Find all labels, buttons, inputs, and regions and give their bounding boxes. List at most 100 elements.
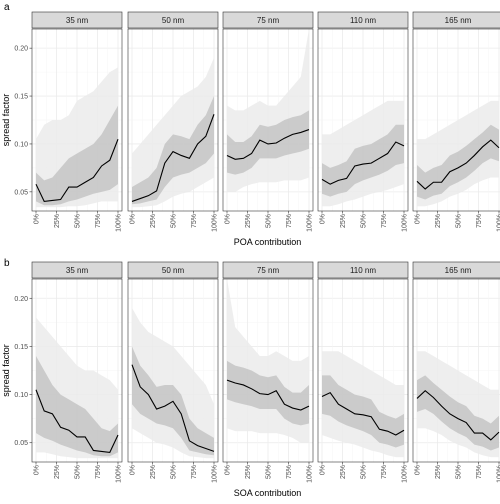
- facet-panel-165-nm: 165 nm 0% 25% 50% 75% 100%: [412, 261, 500, 483]
- median-line: [416, 139, 500, 190]
- facet-strip: [31, 261, 123, 279]
- facet-strip: [222, 11, 314, 29]
- median-line: [131, 114, 215, 202]
- y-axis-title: spread factor: [1, 344, 11, 397]
- y-tick-label: 0.10: [14, 392, 28, 399]
- x-tick-label: 75%: [286, 465, 293, 479]
- facet-strip: [412, 11, 500, 29]
- x-tick-label: 50%: [456, 214, 463, 228]
- x-tick-label: 0%: [415, 214, 422, 224]
- x-tick-label: 0%: [130, 465, 137, 475]
- y-axis-title: spread factor: [1, 94, 11, 147]
- median-line: [226, 129, 310, 160]
- y-tick-label: 0.20: [14, 46, 28, 53]
- x-tick-label: 0%: [320, 214, 327, 224]
- x-tick-label: 75%: [95, 465, 102, 479]
- facet-strip-label: 35 nm: [66, 16, 89, 25]
- x-tick-label: 100%: [497, 214, 500, 232]
- facet-strip-label: 50 nm: [162, 266, 185, 275]
- x-tick-label: 100%: [497, 465, 500, 483]
- x-axis-title: POA contribution: [234, 237, 302, 247]
- x-tick-label: 25%: [150, 214, 157, 228]
- inner-range-band: [36, 105, 118, 206]
- x-tick-label: 75%: [381, 465, 388, 479]
- x-tick-label: 75%: [95, 214, 102, 228]
- facet-panel-35-nm: 35 nm 0% 25% 50% 75% 100%: [29, 11, 123, 232]
- x-tick-label: 50%: [75, 465, 82, 479]
- facet-strip-label: 75 nm: [257, 16, 280, 25]
- median-line: [35, 389, 119, 453]
- x-tick-label: 50%: [171, 214, 178, 228]
- x-tick-label: 50%: [75, 214, 82, 228]
- facet-strip: [412, 261, 500, 279]
- x-tick-label: 25%: [150, 465, 157, 479]
- x-tick-label: 100%: [307, 465, 314, 483]
- facet-strip: [317, 261, 409, 279]
- facet-panel-75-nm: 75 nm 0% 25% 50% 75% 100%: [222, 11, 314, 232]
- facet-panel-50-nm: 50 nm 0% 25% 50% 75% 100%: [127, 261, 219, 483]
- y-tick-label: 0.05: [14, 440, 28, 447]
- x-axis-title: SOA contribution: [234, 488, 302, 498]
- x-tick-label: 0%: [34, 465, 41, 475]
- facet-panel-75-nm: 75 nm 0% 25% 50% 75% 100%: [222, 261, 314, 483]
- inner-range-band: [132, 96, 214, 205]
- facet-strip-label: 50 nm: [162, 16, 185, 25]
- facet-strip: [222, 261, 314, 279]
- x-tick-label: 75%: [381, 214, 388, 228]
- facet-panel-35-nm: 35 nm 0% 25% 50% 75% 100%: [29, 261, 123, 483]
- x-tick-label: 75%: [476, 465, 483, 479]
- facet-strip-label: 110 nm: [350, 266, 376, 275]
- y-tick-label: 0.10: [14, 141, 28, 148]
- y-tick-label: 0.05: [14, 189, 28, 196]
- inner-range-band: [227, 360, 309, 426]
- facet-strip-label: 165 nm: [445, 266, 472, 275]
- facet-strip-label: 165 nm: [445, 16, 472, 25]
- facet-strip: [127, 261, 219, 279]
- x-tick-label: 25%: [340, 214, 347, 228]
- x-tick-label: 75%: [191, 465, 198, 479]
- median-line: [321, 141, 405, 185]
- x-tick-label: 0%: [225, 465, 232, 475]
- x-tick-label: 50%: [266, 465, 273, 479]
- facet-strip: [31, 11, 123, 29]
- x-tick-label: 25%: [435, 465, 442, 479]
- x-tick-label: 25%: [340, 465, 347, 479]
- y-tick-label: 0.15: [14, 94, 28, 101]
- x-tick-label: 25%: [435, 214, 442, 228]
- median-line: [35, 138, 119, 203]
- x-tick-label: 100%: [402, 214, 409, 232]
- facet-strip: [127, 11, 219, 29]
- x-tick-label: 0%: [320, 465, 327, 475]
- x-tick-label: 100%: [116, 465, 123, 483]
- x-tick-label: 75%: [476, 214, 483, 228]
- median-line: [131, 364, 215, 452]
- y-tick-label: 0.15: [14, 344, 28, 351]
- x-tick-label: 75%: [191, 214, 198, 228]
- facet-strip-label: 75 nm: [257, 266, 280, 275]
- x-tick-label: 100%: [307, 214, 314, 232]
- facet-strip: [317, 11, 409, 29]
- facet-panel-110-nm: 110 nm 0% 25% 50% 75% 100%: [317, 11, 409, 232]
- x-tick-label: 0%: [34, 214, 41, 224]
- panel-tag-b: b: [4, 258, 10, 269]
- x-tick-label: 25%: [245, 465, 252, 479]
- facet-strip-label: 110 nm: [350, 16, 376, 25]
- inner-range-band: [322, 375, 404, 448]
- inner-range-band: [36, 356, 118, 457]
- x-tick-label: 100%: [116, 214, 123, 232]
- inner-range-band: [227, 110, 309, 175]
- x-tick-label: 100%: [212, 465, 219, 483]
- x-tick-label: 50%: [361, 465, 368, 479]
- x-tick-label: 100%: [212, 214, 219, 232]
- inner-range-band: [417, 375, 499, 451]
- inner-range-band: [322, 124, 404, 197]
- median-line: [226, 379, 310, 411]
- inner-range-band: [417, 124, 499, 200]
- x-tick-label: 50%: [266, 214, 273, 228]
- facet-strip-label: 35 nm: [66, 266, 89, 275]
- median-line: [321, 391, 405, 436]
- x-tick-label: 0%: [130, 214, 137, 224]
- panel-tag-a: a: [4, 2, 10, 13]
- x-tick-label: 75%: [286, 214, 293, 228]
